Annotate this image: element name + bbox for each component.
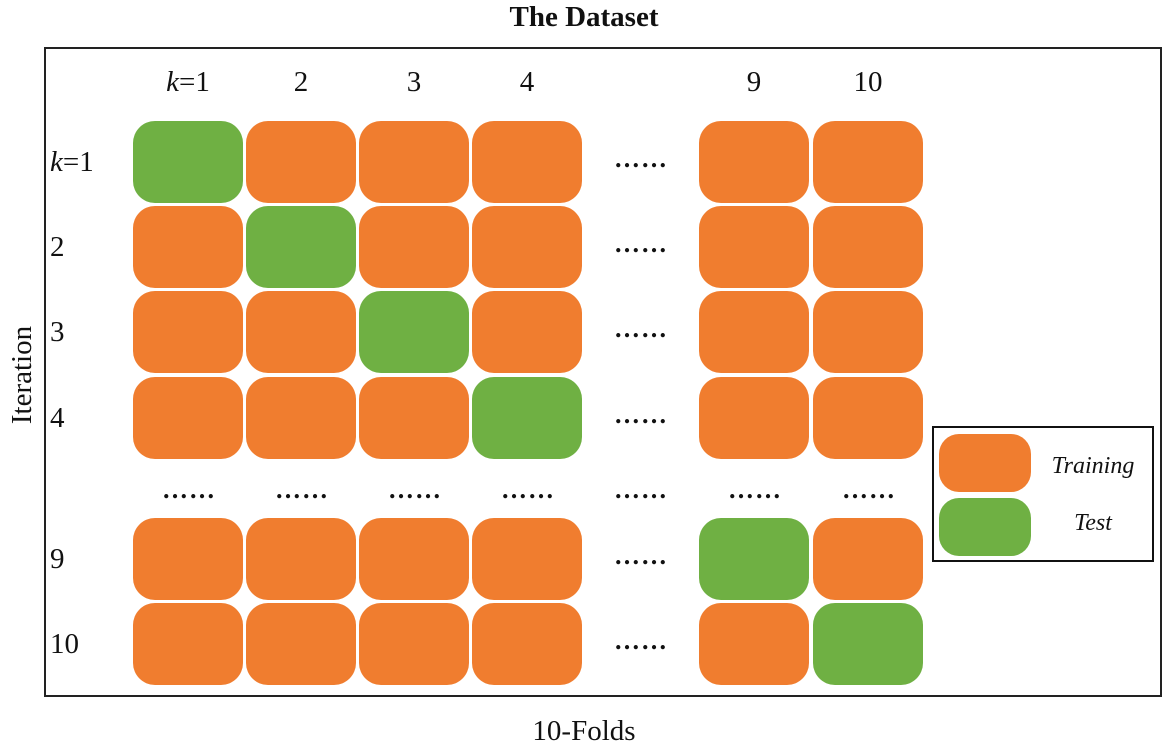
training-fold-r2-c6 — [813, 206, 923, 288]
training-fold-r4-c3 — [359, 377, 469, 459]
legend-training-swatch — [939, 434, 1031, 492]
column-ellipsis-r4: …… — [614, 400, 668, 429]
column-ellipsis-r6: …… — [614, 626, 668, 655]
column-ellipsis-r3: …… — [614, 314, 668, 343]
iteration-label-5: 9 — [50, 543, 65, 575]
row-ellipsis-1: …… — [162, 475, 216, 504]
row-ellipsis-5: …… — [728, 475, 782, 504]
column-ellipsis-r1: …… — [614, 144, 668, 173]
training-fold-r6-c5 — [699, 603, 809, 685]
training-fold-r6-c2 — [246, 603, 356, 685]
training-fold-r1-c5 — [699, 121, 809, 203]
training-fold-r5-c4 — [472, 518, 582, 600]
training-fold-r3-c6 — [813, 291, 923, 373]
training-fold-r2-c5 — [699, 206, 809, 288]
training-fold-r2-c3 — [359, 206, 469, 288]
training-fold-r5-c2 — [246, 518, 356, 600]
fold-header-6: 10 — [853, 66, 883, 98]
iteration-label-2: 2 — [50, 231, 65, 263]
legend-test-label: Test — [1074, 510, 1112, 536]
training-fold-r1-c4 — [472, 121, 582, 203]
test-fold-r1-c1 — [133, 121, 243, 203]
test-fold-r6-c6 — [813, 603, 923, 685]
x-axis-label: 10-Folds — [532, 715, 636, 747]
training-fold-r1-c2 — [246, 121, 356, 203]
fold-header-2: 2 — [293, 66, 309, 98]
legend-training-label: Training — [1051, 453, 1135, 479]
training-fold-r1-c6 — [813, 121, 923, 203]
training-fold-r3-c5 — [699, 291, 809, 373]
training-fold-r3-c1 — [133, 291, 243, 373]
training-fold-r5-c3 — [359, 518, 469, 600]
training-fold-r5-c6 — [813, 518, 923, 600]
training-fold-r3-c4 — [472, 291, 582, 373]
training-fold-r4-c1 — [133, 377, 243, 459]
row-ellipsis-3: …… — [388, 475, 442, 504]
training-fold-r6-c4 — [472, 603, 582, 685]
column-ellipsis-r2: …… — [614, 229, 668, 258]
row-ellipsis-4: …… — [501, 475, 555, 504]
test-fold-r3-c3 — [359, 291, 469, 373]
test-fold-r2-c2 — [246, 206, 356, 288]
dataset-frame — [44, 47, 1162, 697]
legend-test-swatch — [939, 498, 1031, 556]
training-fold-r4-c6 — [813, 377, 923, 459]
row-ellipsis-6: …… — [842, 475, 896, 504]
iteration-label-3: 3 — [50, 316, 65, 348]
training-fold-r2-c4 — [472, 206, 582, 288]
column-ellipsis-r5: …… — [614, 541, 668, 570]
iteration-label-1: k=1 — [50, 146, 94, 178]
training-fold-r6-c1 — [133, 603, 243, 685]
y-axis-label: Iteration — [6, 325, 38, 425]
diagram-title: The Dataset — [509, 1, 659, 33]
training-fold-r6-c3 — [359, 603, 469, 685]
fold-header-3: 3 — [406, 66, 422, 98]
training-fold-r4-c2 — [246, 377, 356, 459]
training-fold-r4-c5 — [699, 377, 809, 459]
training-fold-r5-c1 — [133, 518, 243, 600]
row-ellipsis-7: …… — [614, 475, 668, 504]
legend: Training Test — [932, 426, 1154, 562]
training-fold-r2-c1 — [133, 206, 243, 288]
iteration-label-6: 10 — [50, 628, 79, 660]
test-fold-r5-c5 — [699, 518, 809, 600]
test-fold-r4-c4 — [472, 377, 582, 459]
fold-header-5: 9 — [746, 66, 762, 98]
training-fold-r1-c3 — [359, 121, 469, 203]
training-fold-r3-c2 — [246, 291, 356, 373]
fold-header-1: k=1 — [166, 66, 210, 98]
iteration-label-4: 4 — [50, 402, 65, 434]
fold-header-4: 4 — [519, 66, 535, 98]
row-ellipsis-2: …… — [275, 475, 329, 504]
